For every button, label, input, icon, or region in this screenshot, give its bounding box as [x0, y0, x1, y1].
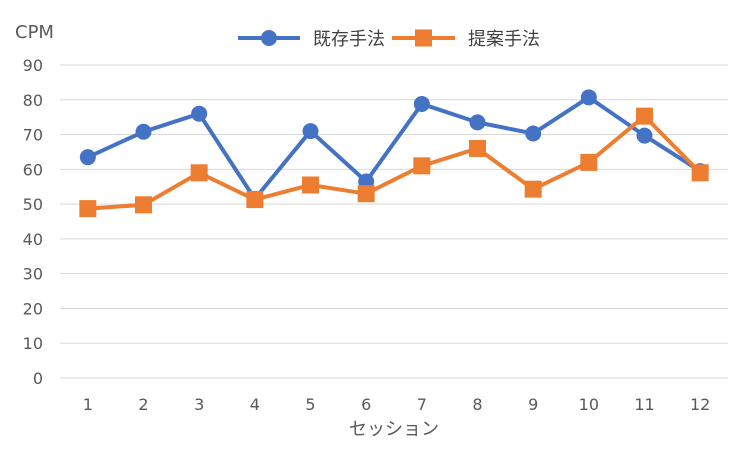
legend-label: 提案手法: [468, 29, 540, 50]
data-point: [135, 196, 152, 214]
x-tick-label: 10: [579, 395, 599, 414]
y-tick-labels: 0 10 20 30 40 50 60 70 80 90: [23, 56, 43, 388]
grid-lines: [60, 64, 728, 379]
data-point: [636, 127, 653, 144]
x-tick-label: 1: [83, 395, 93, 414]
data-point: [636, 107, 653, 125]
x-tick-labels: 1 2 3 4 5 6 7 8 9 10 11 12: [83, 395, 711, 414]
data-point: [357, 185, 375, 203]
data-point: [191, 105, 208, 122]
y-tick-label: 90: [23, 56, 43, 75]
x-tick-label: 11: [634, 395, 654, 414]
data-point: [79, 200, 97, 218]
y-tick-label: 20: [23, 299, 43, 318]
y-tick-label: 80: [23, 91, 43, 110]
data-point: [580, 153, 598, 171]
series-line: [87, 114, 702, 211]
y-tick-label: 0: [33, 369, 43, 388]
data-point: [691, 164, 709, 182]
data-point: [190, 164, 208, 182]
data-point: [246, 191, 264, 209]
x-axis-title: セッション: [349, 419, 439, 440]
x-tick-label: 5: [305, 395, 315, 414]
data-point: [524, 180, 542, 198]
legend-swatch-marker: [415, 29, 432, 47]
series-line: [87, 95, 702, 201]
x-tick-label: 12: [690, 395, 710, 414]
legend-swatch-marker: [261, 30, 277, 46]
y-tick-label: 50: [23, 195, 43, 214]
data-point: [413, 95, 430, 112]
series-group: [79, 89, 709, 218]
legend: 既存手法 提案手法: [238, 29, 540, 50]
y-axis-title: CPM: [15, 22, 54, 43]
data-point: [413, 157, 431, 175]
data-point: [580, 89, 597, 106]
y-tick-label: 30: [23, 265, 43, 284]
y-tick-label: 40: [23, 230, 43, 249]
data-point: [302, 123, 319, 140]
y-tick-label: 70: [23, 126, 43, 145]
x-tick-label: 9: [528, 395, 538, 414]
data-point: [302, 176, 319, 194]
x-tick-label: 3: [194, 395, 204, 414]
legend-item: 既存手法: [238, 29, 385, 50]
legend-label: 既存手法: [313, 29, 385, 50]
x-tick-label: 8: [472, 395, 482, 414]
data-point: [79, 149, 96, 166]
data-point: [135, 123, 152, 140]
x-tick-label: 2: [138, 395, 148, 414]
data-point: [469, 114, 486, 131]
y-tick-label: 60: [23, 160, 43, 179]
data-point: [469, 139, 486, 157]
x-tick-label: 4: [250, 395, 260, 414]
data-point: [525, 125, 542, 142]
legend-item: 提案手法: [392, 29, 540, 50]
x-tick-label: 6: [361, 395, 371, 414]
series-2: [79, 107, 709, 218]
x-tick-label: 7: [417, 395, 427, 414]
y-tick-label: 10: [23, 334, 43, 353]
